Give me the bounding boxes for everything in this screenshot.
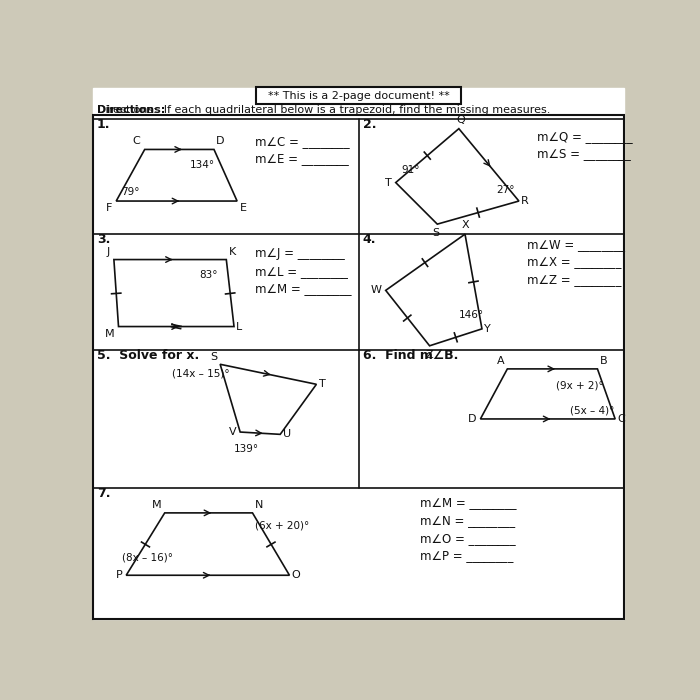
Text: 3.: 3.: [97, 233, 111, 246]
Text: Z: Z: [426, 349, 433, 360]
Text: L: L: [237, 321, 243, 332]
Text: m∠Q = ________: m∠Q = ________: [538, 130, 633, 143]
Text: M: M: [105, 329, 115, 339]
Text: D: D: [216, 136, 224, 146]
Text: 7.: 7.: [97, 487, 111, 500]
Text: m∠E = ________: m∠E = ________: [255, 152, 349, 165]
Text: ** This is a 2-page document! **: ** This is a 2-page document! **: [268, 90, 449, 101]
Text: T: T: [385, 178, 392, 188]
Text: S: S: [432, 228, 440, 238]
Text: O: O: [292, 570, 300, 580]
Text: 139°: 139°: [234, 444, 259, 454]
Text: (8x – 16)°: (8x – 16)°: [122, 553, 174, 563]
Text: X: X: [461, 220, 469, 230]
Text: M: M: [152, 500, 162, 510]
Text: U: U: [283, 429, 290, 440]
Text: m∠P = ________: m∠P = ________: [420, 550, 514, 563]
Text: F: F: [106, 202, 112, 213]
Text: 83°: 83°: [199, 270, 218, 280]
Text: S: S: [210, 352, 217, 362]
Text: 91°: 91°: [401, 165, 419, 175]
Text: (5x – 4)°: (5x – 4)°: [570, 405, 615, 415]
Text: D: D: [468, 414, 477, 424]
Text: K: K: [229, 247, 236, 258]
Text: 79°: 79°: [122, 187, 140, 197]
Text: m∠L = ________: m∠L = ________: [255, 265, 348, 278]
Text: 6.  Find m∠B.: 6. Find m∠B.: [363, 349, 458, 361]
Text: m∠M = ________: m∠M = ________: [255, 282, 351, 295]
Text: T: T: [318, 379, 326, 389]
Text: m∠C = ________: m∠C = ________: [255, 135, 349, 148]
Text: m∠S = ________: m∠S = ________: [538, 147, 631, 160]
Text: 2.: 2.: [363, 118, 376, 130]
Text: (14x – 15)°: (14x – 15)°: [172, 369, 230, 379]
Text: A: A: [497, 356, 504, 366]
Text: R: R: [522, 196, 529, 206]
Text: C: C: [132, 136, 140, 146]
Text: m∠W = ________: m∠W = ________: [526, 238, 624, 251]
Text: B: B: [600, 356, 608, 366]
Text: 134°: 134°: [189, 160, 214, 170]
Text: m∠J = ________: m∠J = ________: [255, 247, 344, 260]
Text: N: N: [255, 500, 263, 510]
Text: Directions:: Directions:: [97, 105, 165, 116]
Text: (9x + 2)°: (9x + 2)°: [556, 381, 603, 391]
Text: 5.  Solve for x.: 5. Solve for x.: [97, 349, 200, 361]
Text: m∠Z = ________: m∠Z = ________: [526, 273, 621, 286]
Text: E: E: [239, 202, 246, 213]
Text: C: C: [617, 414, 625, 424]
Text: 146°: 146°: [459, 309, 484, 320]
Text: (6x + 20)°: (6x + 20)°: [255, 521, 309, 531]
Text: W: W: [371, 286, 382, 295]
FancyBboxPatch shape: [256, 87, 461, 104]
Text: m∠N = ________: m∠N = ________: [420, 514, 515, 527]
Text: 27°: 27°: [496, 186, 514, 195]
Text: m∠X = ________: m∠X = ________: [526, 256, 621, 268]
Text: Y: Y: [484, 324, 491, 334]
Text: 1.: 1.: [97, 118, 111, 130]
Text: J: J: [107, 247, 110, 258]
Text: P: P: [116, 570, 122, 580]
Text: Directions:  If each quadrilateral below is a trapezoid, find the missing measur: Directions: If each quadrilateral below …: [97, 105, 550, 116]
Text: 4.: 4.: [363, 233, 376, 246]
Text: V: V: [229, 427, 237, 437]
Text: m∠M = ________: m∠M = ________: [420, 496, 517, 510]
Text: m∠O = ________: m∠O = ________: [420, 532, 516, 545]
Text: Q: Q: [456, 115, 465, 125]
